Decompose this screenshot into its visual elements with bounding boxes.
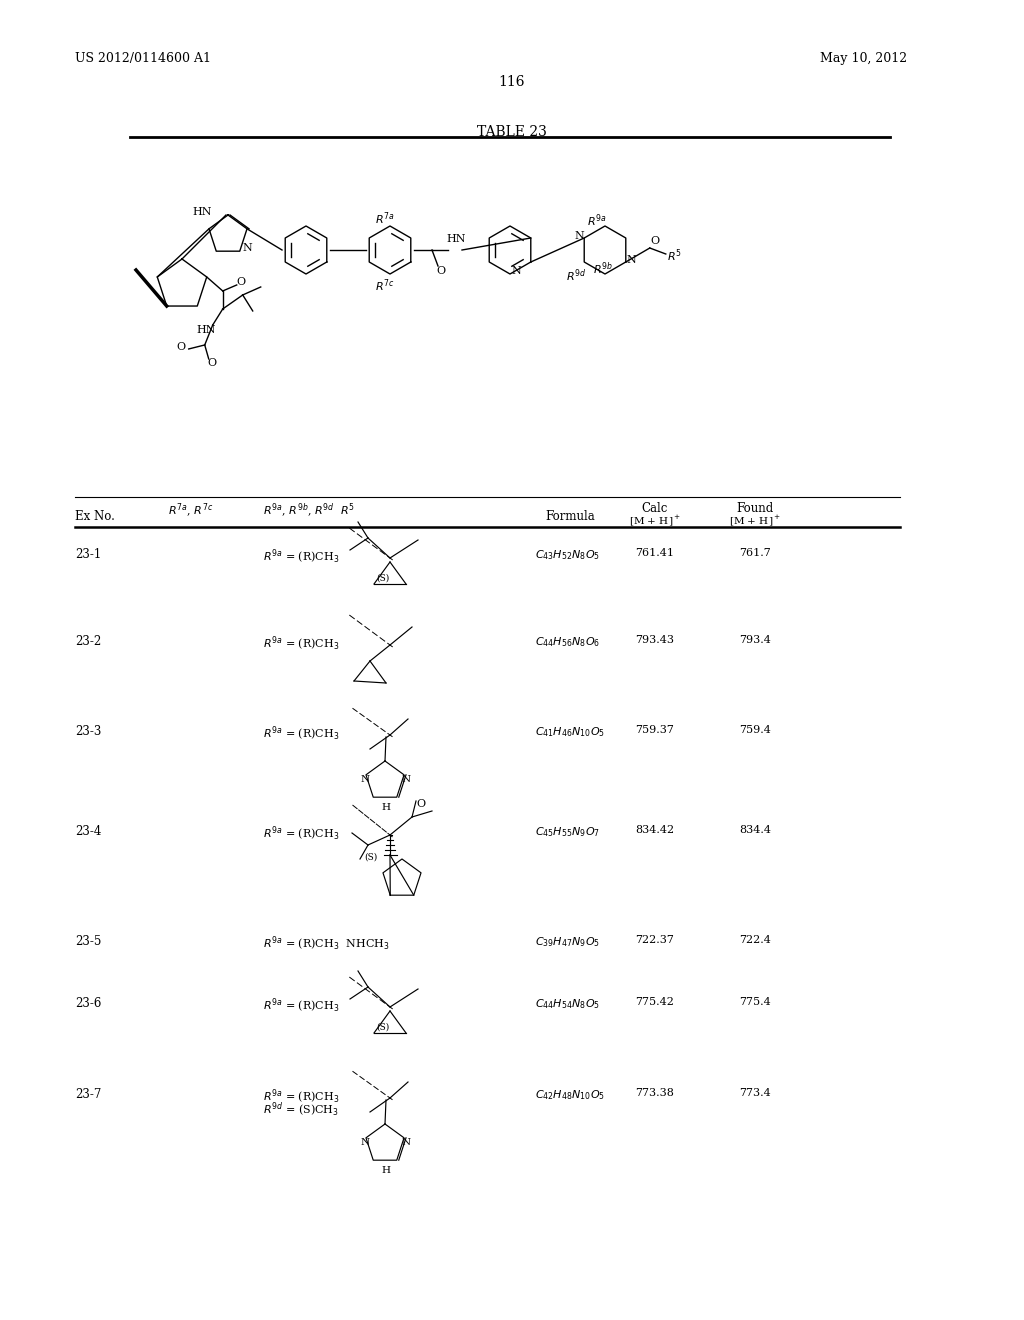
Text: Found: Found: [736, 502, 773, 515]
Text: $R^{9d}$: $R^{9d}$: [566, 267, 587, 284]
Text: $R^{9a}$: $R^{9a}$: [587, 213, 607, 228]
Text: (S): (S): [364, 853, 377, 862]
Text: 23-6: 23-6: [75, 997, 101, 1010]
Text: 23-3: 23-3: [75, 725, 101, 738]
Text: $R^5$: $R^5$: [667, 247, 682, 264]
Text: $R^{9b}$: $R^{9b}$: [593, 260, 613, 277]
Text: 23-7: 23-7: [75, 1088, 101, 1101]
Text: [M + H]$^+$: [M + H]$^+$: [729, 513, 781, 528]
Text: 793.43: 793.43: [636, 635, 675, 645]
Text: 834.4: 834.4: [739, 825, 771, 836]
Text: O: O: [436, 267, 445, 276]
Text: (S): (S): [376, 1023, 389, 1032]
Text: $C_{42}H_{48}N_{10}O_5$: $C_{42}H_{48}N_{10}O_5$: [535, 1088, 605, 1102]
Text: N: N: [361, 775, 370, 784]
Text: HN: HN: [446, 234, 466, 244]
Text: 761.7: 761.7: [739, 548, 771, 558]
Text: 722.37: 722.37: [636, 935, 675, 945]
Text: $R^{9a}$ = (R)CH$_3$: $R^{9a}$ = (R)CH$_3$: [263, 1088, 340, 1106]
Text: N: N: [574, 231, 584, 242]
Text: N: N: [361, 1138, 370, 1147]
Text: $C_{41}H_{46}N_{10}O_5$: $C_{41}H_{46}N_{10}O_5$: [535, 725, 605, 739]
Text: $R^{7c}$: $R^{7c}$: [375, 277, 395, 293]
Text: 23-4: 23-4: [75, 825, 101, 838]
Text: Formula: Formula: [545, 510, 595, 523]
Text: 793.4: 793.4: [739, 635, 771, 645]
Text: 773.4: 773.4: [739, 1088, 771, 1098]
Text: HN: HN: [193, 207, 212, 216]
Text: $C_{44}H_{56}N_8O_6$: $C_{44}H_{56}N_8O_6$: [535, 635, 600, 649]
Text: $R^{9a}$, $R^{9b}$, $R^{9d}$  $R^5$: $R^{9a}$, $R^{9b}$, $R^{9d}$ $R^5$: [263, 502, 355, 520]
Text: N: N: [627, 255, 637, 265]
Text: Calc: Calc: [642, 502, 669, 515]
Text: TABLE 23: TABLE 23: [477, 125, 547, 139]
Text: $C_{43}H_{52}N_8O_5$: $C_{43}H_{52}N_8O_5$: [535, 548, 600, 562]
Text: N: N: [402, 775, 411, 784]
Text: $R^{7a}$: $R^{7a}$: [375, 210, 395, 227]
Text: $R^{9d}$ = (S)CH$_3$: $R^{9d}$ = (S)CH$_3$: [263, 1101, 339, 1119]
Text: $R^{9a}$ = (R)CH$_3$: $R^{9a}$ = (R)CH$_3$: [263, 825, 340, 843]
Text: $C_{39}H_{47}N_9O_5$: $C_{39}H_{47}N_9O_5$: [535, 935, 600, 949]
Text: 775.42: 775.42: [636, 997, 675, 1007]
Text: $R^{9a}$ = (R)CH$_3$: $R^{9a}$ = (R)CH$_3$: [263, 997, 340, 1015]
Text: $R^{9a}$ = (R)CH$_3$  NHCH$_3$: $R^{9a}$ = (R)CH$_3$ NHCH$_3$: [263, 935, 389, 953]
Text: (S): (S): [376, 574, 389, 583]
Text: 23-5: 23-5: [75, 935, 101, 948]
Text: O: O: [177, 342, 185, 352]
Text: $C_{44}H_{54}N_8O_5$: $C_{44}H_{54}N_8O_5$: [535, 997, 600, 1011]
Text: $R^{7a}$, $R^{7c}$: $R^{7a}$, $R^{7c}$: [168, 502, 213, 520]
Text: H: H: [381, 1166, 390, 1175]
Text: 761.41: 761.41: [636, 548, 675, 558]
Text: O: O: [208, 358, 217, 368]
Text: $C_{45}H_{55}N_9O_7$: $C_{45}H_{55}N_9O_7$: [535, 825, 600, 838]
Text: $R^{9a}$ = (R)CH$_3$: $R^{9a}$ = (R)CH$_3$: [263, 548, 340, 566]
Text: 23-2: 23-2: [75, 635, 101, 648]
Text: O: O: [237, 277, 246, 286]
Text: Ex No.: Ex No.: [75, 510, 115, 523]
Text: N: N: [402, 1138, 411, 1147]
Text: [M + H]$^+$: [M + H]$^+$: [629, 513, 681, 528]
Text: 834.42: 834.42: [636, 825, 675, 836]
Text: 759.37: 759.37: [636, 725, 675, 735]
Text: N: N: [511, 267, 521, 276]
Text: 759.4: 759.4: [739, 725, 771, 735]
Text: $R^{9a}$ = (R)CH$_3$: $R^{9a}$ = (R)CH$_3$: [263, 635, 340, 653]
Text: O: O: [651, 236, 659, 246]
Text: H: H: [381, 803, 390, 812]
Text: HN: HN: [197, 325, 216, 335]
Text: 773.38: 773.38: [636, 1088, 675, 1098]
Text: N: N: [242, 243, 252, 253]
Text: 116: 116: [499, 75, 525, 88]
Text: 775.4: 775.4: [739, 997, 771, 1007]
Text: 722.4: 722.4: [739, 935, 771, 945]
Text: 23-1: 23-1: [75, 548, 101, 561]
Text: May 10, 2012: May 10, 2012: [820, 51, 907, 65]
Text: US 2012/0114600 A1: US 2012/0114600 A1: [75, 51, 211, 65]
Text: O: O: [416, 799, 425, 809]
Text: $R^{9a}$ = (R)CH$_3$: $R^{9a}$ = (R)CH$_3$: [263, 725, 340, 743]
